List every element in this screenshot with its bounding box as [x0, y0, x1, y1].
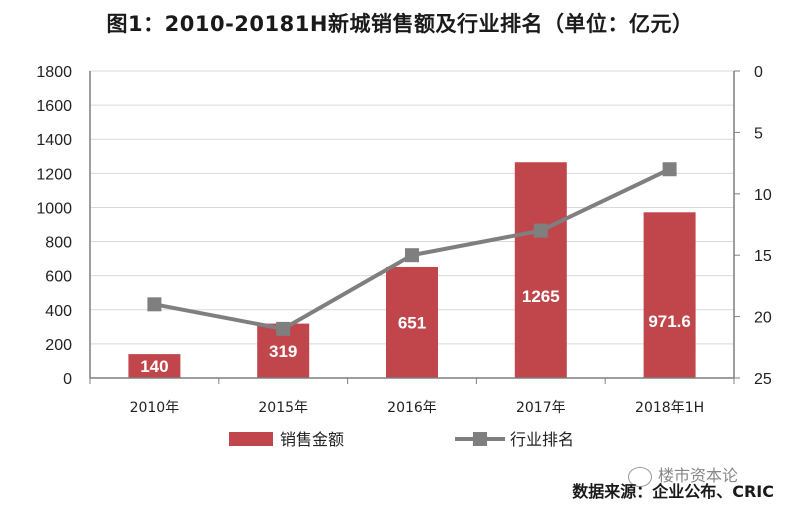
axes	[89, 70, 740, 384]
x-axis-ticks: 2010年 2015年 2016年 2017年 2018年1H	[130, 400, 705, 416]
data-label: 319	[269, 342, 297, 361]
y-tick-label: 0	[63, 371, 72, 388]
x-tick-label: 2015年	[258, 400, 308, 416]
y-tick-label: 1600	[36, 98, 72, 115]
y-tick-label: 1000	[36, 200, 72, 217]
data-label: 1265	[522, 287, 560, 306]
watermark-text: 楼市资本论	[658, 466, 739, 485]
chart-title: 图1：2010-20181H新城销售额及行业排名（单位：亿元）	[106, 12, 694, 36]
y-tick-label: 400	[45, 303, 72, 320]
wechat-icon	[628, 466, 652, 487]
x-tick-label: 2018年1H	[635, 400, 704, 416]
legend: 销售金额 行业排名	[229, 430, 574, 449]
y2-tick-label: 20	[754, 310, 772, 327]
y-tick-label: 200	[45, 337, 72, 354]
x-tick-label: 2016年	[387, 400, 437, 416]
y-axis-right-ticks: 0 5 10 15 20 25	[754, 64, 772, 388]
rank-line	[147, 162, 677, 336]
y2-tick-label: 15	[754, 248, 772, 265]
y-tick-label: 800	[45, 235, 72, 252]
y-axis-left-ticks: 0 200 400 600 800 1000 1200 1400 1600 1800	[36, 64, 72, 388]
y-tick-label: 600	[45, 269, 72, 286]
legend-label-bar: 销售金额	[280, 430, 344, 449]
y2-tick-label: 5	[754, 125, 763, 142]
rank-marker	[405, 248, 419, 263]
y-tick-label: 1200	[36, 166, 72, 183]
x-tick-label: 2017年	[516, 400, 566, 416]
legend-label-line: 行业排名	[510, 430, 574, 449]
y2-tick-label: 0	[754, 64, 763, 81]
x-tick-label: 2010年	[130, 400, 180, 416]
rank-marker	[662, 162, 677, 177]
rank-marker	[147, 297, 162, 312]
source-note: 数据来源：企业公布、CRIC	[572, 482, 774, 501]
legend-swatch-marker	[473, 432, 487, 446]
bar	[386, 266, 438, 378]
data-label: 651	[398, 313, 426, 332]
y2-tick-label: 10	[754, 187, 772, 204]
data-label: 140	[140, 357, 168, 376]
y-tick-label: 1800	[36, 64, 72, 81]
watermark: 楼市资本论	[628, 462, 738, 487]
y2-tick-label: 25	[754, 371, 772, 388]
bar	[643, 212, 696, 378]
bar	[514, 162, 567, 378]
data-labels: 140 319 651 1265 971.6	[140, 287, 691, 376]
bar	[128, 354, 181, 378]
rank-marker	[276, 321, 291, 336]
bars	[128, 162, 696, 378]
y-tick-label: 1400	[36, 132, 72, 149]
legend-swatch-bar	[229, 432, 273, 446]
data-label: 971.6	[648, 312, 691, 331]
rank-marker	[533, 223, 548, 238]
